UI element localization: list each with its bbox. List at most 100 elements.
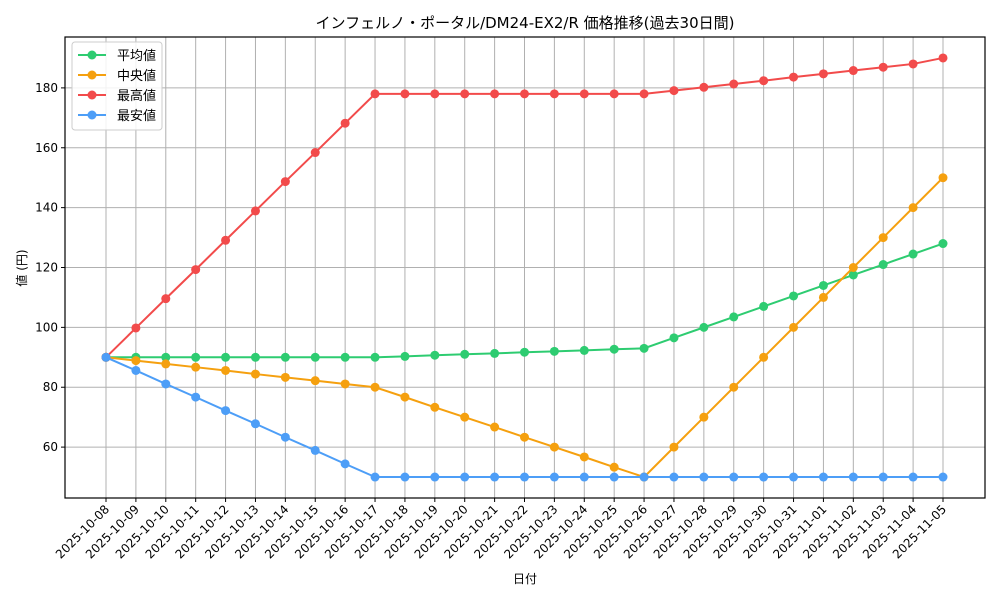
legend-marker-icon [87,70,97,80]
y-tick-label: 180 [35,81,58,95]
data-point [161,352,171,362]
data-point [908,203,918,213]
series-lines [101,53,948,482]
data-point [878,233,888,243]
data-point [669,442,679,452]
data-point [579,89,589,99]
data-point [729,472,739,482]
series-中央値 [101,173,948,482]
legend-item: 中央値 [78,68,156,84]
data-point [699,472,709,482]
series-最高値 [101,53,948,362]
legend-marker-icon [87,90,97,100]
data-point [400,351,410,361]
data-point [250,369,260,379]
data-point [699,412,709,422]
data-point [878,472,888,482]
data-point [400,472,410,482]
data-point [878,260,888,270]
data-point [699,322,709,332]
legend-marker-icon [87,110,97,120]
chart-title: インフェルノ・ポータル/DM24-EX2/R 価格推移(過去30日間) [316,14,735,32]
x-axis-ticks: 2025-10-082025-10-092025-10-102025-10-11… [53,498,949,561]
data-point [340,352,350,362]
data-point [250,352,260,362]
data-point [818,292,828,302]
data-point [609,89,619,99]
data-point [789,72,799,82]
data-point [221,352,231,362]
data-point [579,345,589,355]
data-point [639,343,649,353]
data-point [310,352,320,362]
data-point [729,79,739,89]
data-point [639,472,649,482]
data-point [370,89,380,99]
grid-lines [65,37,985,498]
data-point [221,365,231,375]
data-point [370,352,380,362]
data-point [759,472,769,482]
data-point [310,445,320,455]
data-point [908,249,918,259]
y-tick-label: 80 [43,380,58,394]
data-point [430,350,440,360]
data-point [430,402,440,412]
data-point [161,294,171,304]
data-point [221,235,231,245]
data-point [848,472,858,482]
data-point [280,432,290,442]
data-point [191,392,201,402]
y-tick-label: 140 [35,201,58,215]
data-point [669,472,679,482]
data-point [400,392,410,402]
data-point [609,472,619,482]
data-point [161,359,171,369]
data-point [818,69,828,79]
data-point [669,333,679,343]
data-point [490,348,500,358]
legend-label: 最高値 [117,88,156,104]
data-point [789,472,799,482]
series-最安値 [101,352,948,482]
data-point [340,379,350,389]
data-point [430,89,440,99]
data-point [460,412,470,422]
data-point [520,472,529,482]
data-point [759,301,769,311]
data-point [729,312,739,322]
data-point [400,89,410,99]
data-point [460,472,470,482]
y-tick-label: 60 [43,440,58,454]
legend-item: 最高値 [78,88,156,104]
data-point [131,365,141,375]
data-point [789,322,799,332]
data-point [520,89,529,99]
data-point [250,206,260,216]
data-point [549,472,559,482]
data-point [759,76,769,86]
data-point [191,352,201,362]
data-point [490,472,500,482]
data-point [848,66,858,76]
y-tick-label: 160 [35,141,58,155]
data-point [759,352,769,362]
data-point [280,177,290,187]
data-point [938,173,948,183]
data-point [609,344,619,354]
data-point [340,118,350,128]
y-axis-label: 値 (円) [14,249,29,286]
data-point [280,352,290,362]
legend-box [71,41,163,131]
data-point [250,419,260,429]
data-point [549,346,559,356]
data-point [938,472,948,482]
x-axis-label: 日付 [513,572,537,586]
data-point [460,349,470,359]
data-point [161,379,171,389]
y-tick-label: 100 [35,320,58,334]
data-point [191,362,201,372]
data-point [310,148,320,158]
